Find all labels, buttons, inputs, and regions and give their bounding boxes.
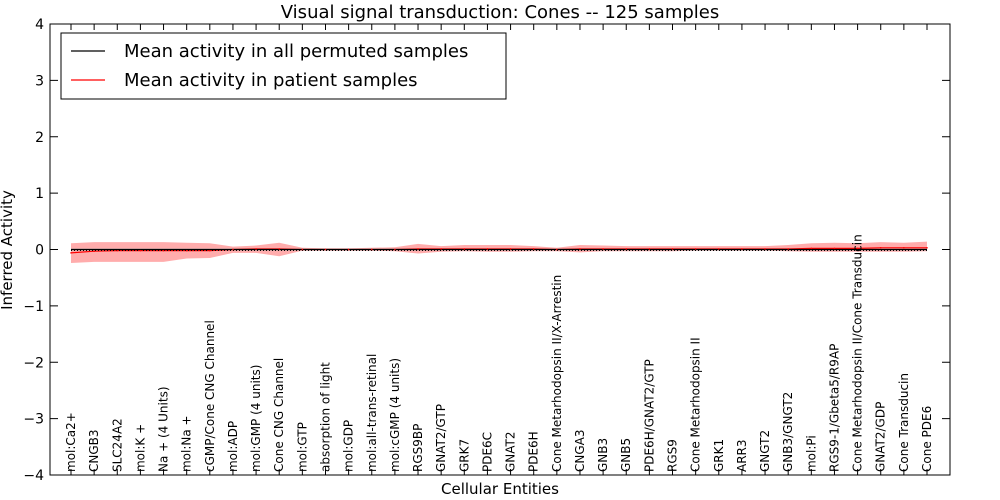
point-patient <box>833 247 836 250</box>
entity-label: GNB3 <box>596 438 610 472</box>
point-patient <box>301 248 304 251</box>
entity-label: mol:GDP <box>342 420 356 472</box>
y-tick-label: −1 <box>23 299 44 315</box>
entity-label: RGS9BP <box>411 424 425 472</box>
legend-entry: Mean activity in patient samples <box>124 70 418 91</box>
point-patient <box>671 248 674 250</box>
chart-title: Visual signal transduction: Cones -- 125… <box>281 2 719 23</box>
entity-label: mol:ADP <box>226 421 240 472</box>
point-patient <box>370 248 373 251</box>
point-patient <box>139 249 142 252</box>
point-patient <box>324 248 327 251</box>
point-patient <box>463 248 466 250</box>
entity-label: mol:all-trans-retinal <box>365 354 379 472</box>
entity-label: mol:GMP (4 units) <box>249 365 263 472</box>
point-patient <box>532 248 535 250</box>
entity-label: ARR3 <box>735 439 749 472</box>
y-tick-label: 3 <box>35 73 44 89</box>
entity-label: PDE6C <box>480 432 494 472</box>
y-tick-label: −3 <box>23 412 44 428</box>
entity-label: PDE6H <box>527 431 541 472</box>
entity-labels: mol:Ca2+ CNGB3 SLC24A2 mol:K + Na + (4 Units… <box>64 234 934 472</box>
legend-box <box>60 32 507 100</box>
point-patient <box>694 248 697 250</box>
point-patient <box>810 247 813 250</box>
entity-label: Cone Transducin <box>897 373 911 472</box>
point-patient <box>856 247 859 250</box>
entity-label: mol:K + <box>133 424 147 472</box>
point-patient <box>879 247 882 249</box>
entity-label: RGS9 <box>666 439 680 472</box>
legend: Mean activity in all permuted samples Mea… <box>60 32 507 100</box>
point-patient <box>764 248 766 250</box>
point-patient <box>903 247 905 249</box>
entity-label: GRK1 <box>712 439 726 472</box>
y-tick-label: 2 <box>35 130 44 146</box>
entity-label: GRK7 <box>457 439 471 472</box>
entity-label: GNAT2/GTP <box>434 404 448 472</box>
point-patient <box>556 248 558 251</box>
y-tick-label: 1 <box>35 186 44 202</box>
entity-label: Cone PDE6 <box>920 406 934 472</box>
axes: −4 −3 −2 −1 0 1 2 3 4 <box>23 17 951 484</box>
point-patient <box>232 248 234 251</box>
entity-label: Cone CNG Channel <box>272 358 286 472</box>
point-patient <box>278 248 281 250</box>
entity-label: GNB3/GNGT2 <box>781 392 795 472</box>
y-tick-label: −2 <box>23 355 44 371</box>
entity-label: GNGT2 <box>758 430 772 472</box>
entity-label: absorption of light <box>318 362 332 472</box>
entity-label: CNGA3 <box>573 430 587 473</box>
entity-label: SLC24A2 <box>110 418 124 472</box>
band-patient <box>71 241 927 264</box>
point-patient <box>602 248 604 250</box>
point-patient <box>70 252 72 254</box>
point-patient <box>625 248 628 250</box>
entity-label: mol:Ca2+ <box>64 412 78 472</box>
point-patient <box>741 248 743 250</box>
x-axis-title: Cellular Entities <box>441 480 559 498</box>
entity-label: RGS9-1/Gbeta5/R9AP <box>827 344 841 472</box>
point-patient <box>787 248 789 250</box>
entity-label: mol:cGMP (4 units) <box>388 358 402 472</box>
point-patient <box>394 248 396 251</box>
entity-label: Na + (4 Units) <box>157 386 171 472</box>
entity-label: mol:GTP <box>295 422 309 472</box>
point-patient <box>255 248 257 250</box>
entity-label: Cone Metarhodopsin II/X-Arrestin <box>550 275 564 472</box>
point-patient <box>926 247 928 249</box>
point-patient <box>579 248 581 250</box>
point-patient <box>648 248 651 250</box>
point-patient <box>162 249 165 252</box>
y-tick-label: 4 <box>35 17 44 33</box>
entity-label: Cone Metarhodopsin II/Cone Transducin <box>851 234 865 472</box>
entity-label: mol:Na + <box>180 415 194 472</box>
entity-label: GNAT2/GDP <box>874 402 888 472</box>
point-patient <box>185 249 188 252</box>
point-patient <box>486 248 489 250</box>
point-patient <box>417 248 419 250</box>
point-patient <box>93 250 95 252</box>
point-patient <box>116 249 119 252</box>
entity-label: GNAT2 <box>504 431 518 472</box>
plot-area <box>70 241 928 264</box>
y-tick-label: −4 <box>23 468 44 484</box>
point-patient <box>347 248 350 251</box>
point-patient <box>440 248 442 250</box>
entity-label: GNB5 <box>619 438 633 472</box>
point-patient <box>209 249 211 252</box>
legend-entry: Mean activity in all permuted samples <box>124 41 468 62</box>
point-patient <box>717 248 720 250</box>
entity-label: mol:Pi <box>804 435 818 472</box>
entity-label: PDE6H/GNAT2/GTP <box>642 359 656 472</box>
point-patient <box>509 248 512 250</box>
entity-label: Cone Metarhodopsin II <box>689 337 703 472</box>
y-axis-title: Inferred Activity <box>0 190 16 310</box>
entity-label: cGMP/Cone CNG Channel <box>203 320 217 472</box>
y-tick-label: 0 <box>35 243 44 259</box>
entity-label: CNGB3 <box>87 429 101 472</box>
